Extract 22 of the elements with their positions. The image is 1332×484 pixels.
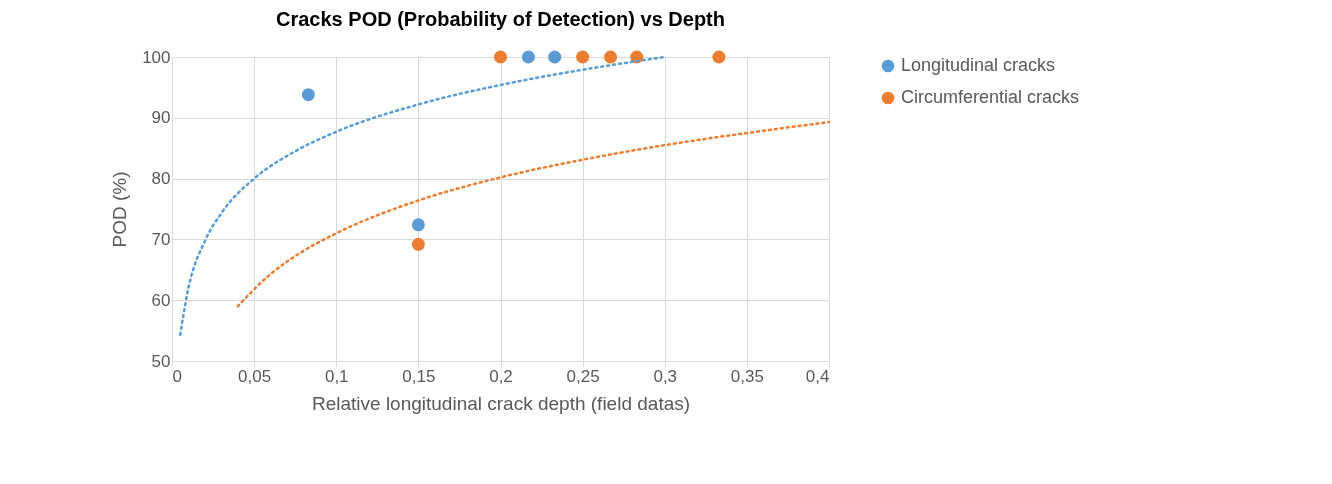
y-tick-label: 50 (151, 351, 171, 371)
y-tick-label: 90 (151, 108, 171, 128)
y-tick-label: 70 (151, 229, 171, 249)
x-tick-label: 0,15 (402, 366, 436, 386)
x-tick-label: 0,05 (238, 366, 272, 386)
y-tick-label: 60 (151, 290, 171, 310)
x-tick-label: 0 (172, 366, 182, 386)
y-tick-label: 80 (151, 169, 171, 189)
x-tick-label: 0,35 (730, 366, 764, 386)
x-tick-label: 0,4 (805, 366, 830, 386)
legend-label: Longitudinal cracks (901, 55, 1056, 75)
line-series (178, 55, 666, 337)
y-tick-label: 100 (142, 47, 171, 67)
x-tick-label: 0,3 (653, 366, 678, 386)
x-axis-title: Relative longitudinal crack depth (field datas) (311, 392, 691, 414)
legend-label: Circumferential cracks (901, 87, 1080, 107)
x-tick-label: 0,2 (489, 366, 513, 386)
chart-title: Cracks POD (Probability of Detection) vs Depth (276, 8, 725, 30)
line-series (236, 120, 831, 308)
x-tick-label: 0,1 (324, 366, 349, 386)
x-tick-label: 0,25 (566, 366, 600, 386)
y-axis-title: POD (%) (109, 171, 131, 248)
